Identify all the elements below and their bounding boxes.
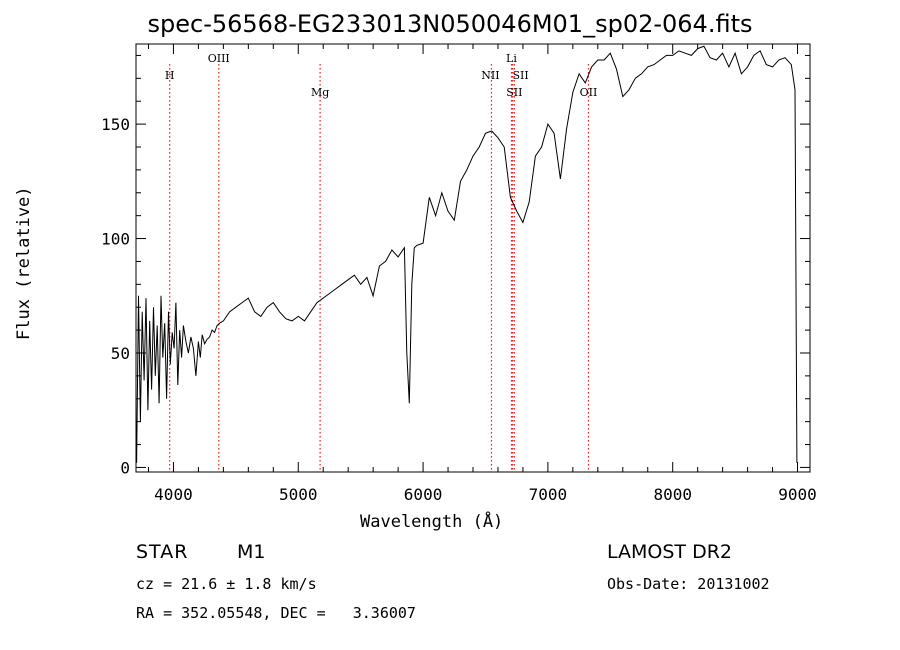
x-tick-label: 5000	[279, 485, 318, 504]
ra-dec-coordinates: RA = 352.05548, DEC = 3.36007	[136, 604, 416, 622]
marker-label-sii: SII	[506, 86, 522, 99]
x-tick-label: 8000	[653, 485, 692, 504]
observation-date: Obs-Date: 20131002	[607, 575, 770, 593]
y-axis-label: Flux (relative)	[14, 186, 34, 340]
marker-label-mg: Mg	[311, 86, 329, 99]
y-tick-label: 100	[101, 230, 130, 249]
survey-name: LAMOST DR2	[607, 541, 732, 563]
x-tick-label: 7000	[529, 485, 568, 504]
spectrum-line	[136, 45, 798, 463]
plot-frame	[135, 43, 811, 473]
redshift-cz: cz = 21.6 ± 1.8 km/s	[136, 575, 317, 593]
marker-label-sii: SII	[512, 69, 528, 82]
marker-label-oiii: OIII	[208, 52, 230, 65]
object-class: STAR	[136, 541, 189, 563]
marker-label-li: Li	[506, 52, 517, 65]
y-tick-label: 0	[120, 458, 130, 477]
chart-title: spec-56568-EG233013N050046M01_sp02-064.f…	[147, 10, 753, 38]
axes: 4000 5000 6000 7000 8000 9000 0 50 100 150	[101, 44, 817, 504]
line-markers: H OIII Mg NII Li SII SII OII	[165, 52, 597, 472]
marker-label-h: H	[165, 69, 175, 82]
x-tick-label: 6000	[404, 485, 443, 504]
x-tick-label: 4000	[154, 485, 193, 504]
x-tick-label: 9000	[778, 485, 817, 504]
y-tick-label: 50	[111, 344, 130, 363]
y-tick-label: 150	[101, 115, 130, 134]
object-subclass: M1	[237, 541, 266, 563]
x-axis-label: Wavelength (Å)	[360, 512, 504, 532]
marker-label-oii: OII	[580, 86, 598, 99]
marker-label-nii: NII	[481, 69, 499, 82]
